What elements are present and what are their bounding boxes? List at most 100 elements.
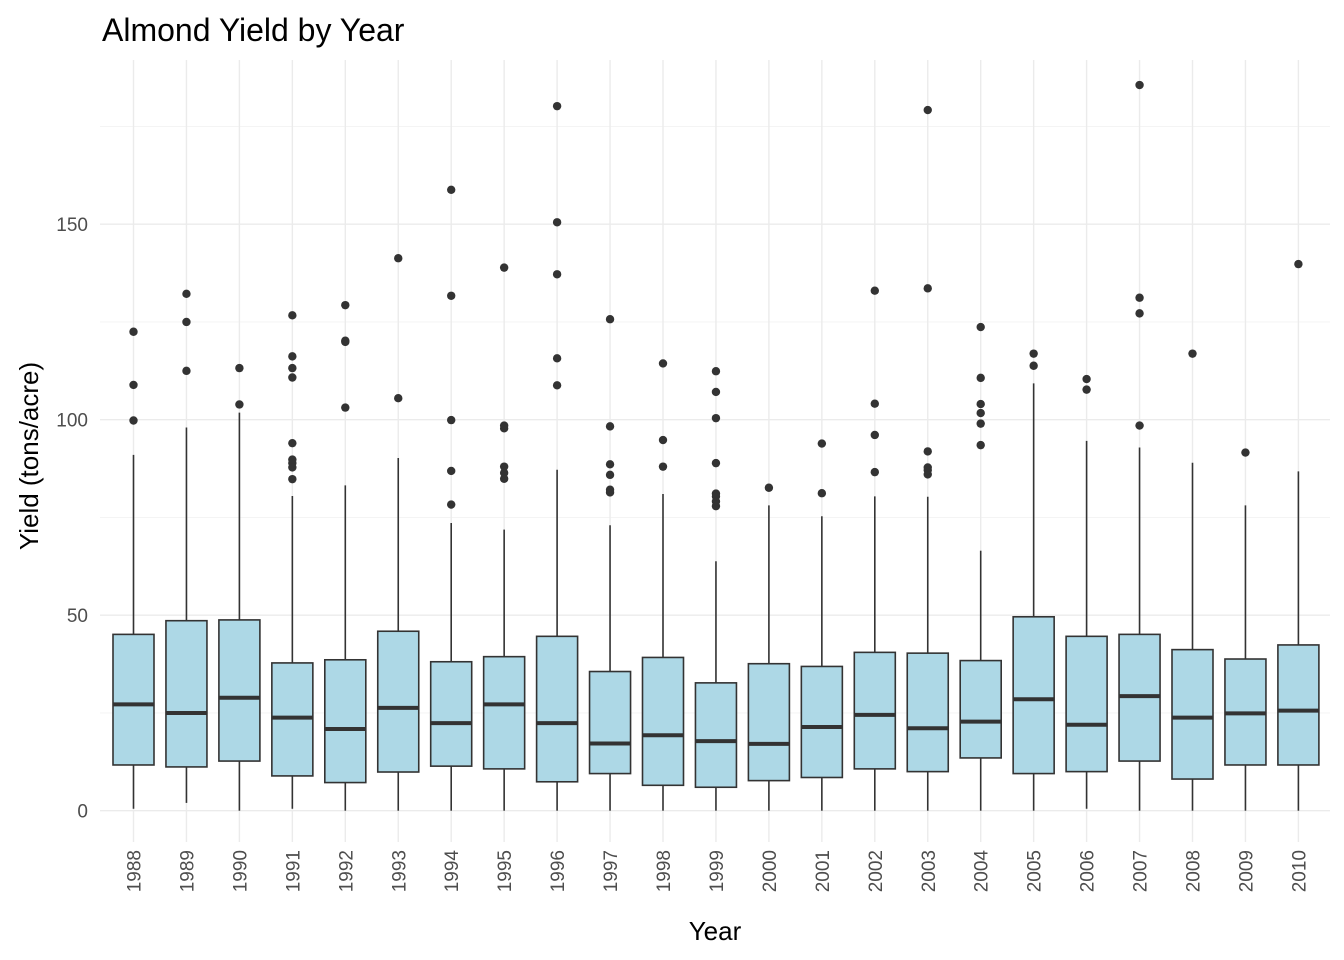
box-body bbox=[694, 682, 738, 789]
outlier-point bbox=[235, 363, 244, 373]
outlier-point bbox=[605, 485, 615, 494]
x-tick-label: 1999 bbox=[707, 850, 728, 892]
x-tick-label: 1994 bbox=[442, 850, 463, 893]
outlier-point bbox=[288, 455, 297, 464]
x-tick-label: 2005 bbox=[1025, 850, 1046, 892]
outlier-point bbox=[447, 415, 456, 425]
box-body bbox=[1171, 648, 1214, 780]
box-2004 bbox=[959, 322, 1003, 811]
outlier-point bbox=[976, 373, 985, 383]
outlier-point bbox=[499, 263, 509, 272]
outlier-point bbox=[499, 462, 509, 471]
box-body bbox=[376, 630, 420, 773]
box-2010 bbox=[1277, 259, 1320, 811]
outlier-point bbox=[129, 416, 138, 425]
x-tick-label: 2009 bbox=[1236, 850, 1257, 892]
box-1997 bbox=[588, 315, 632, 811]
outlier-point bbox=[1082, 385, 1091, 394]
outlier-point bbox=[870, 399, 879, 408]
outlier-point bbox=[447, 291, 456, 300]
outlier-point bbox=[499, 468, 509, 478]
x-tick-label: 1989 bbox=[177, 850, 198, 892]
box-2002 bbox=[853, 286, 897, 811]
outlier-point bbox=[341, 403, 350, 412]
outlier-point bbox=[870, 430, 879, 440]
x-axis-title: Year bbox=[689, 916, 742, 946]
outlier-point bbox=[341, 336, 350, 345]
outlier-point bbox=[711, 458, 721, 468]
outlier-point bbox=[288, 474, 297, 484]
box-1999 bbox=[694, 367, 738, 811]
box-body bbox=[482, 655, 526, 770]
box-body bbox=[800, 665, 844, 779]
box-1988 bbox=[112, 327, 155, 809]
box-2008 bbox=[1171, 349, 1214, 811]
box-body bbox=[535, 635, 579, 783]
x-tick-label: 1998 bbox=[654, 850, 675, 892]
outlier-point bbox=[976, 419, 985, 428]
x-tick-label: 1992 bbox=[336, 850, 357, 892]
outlier-point bbox=[1135, 80, 1144, 90]
outlier-point bbox=[870, 286, 879, 295]
outlier-point bbox=[923, 463, 932, 472]
outlier-point bbox=[605, 470, 615, 480]
outlier-point bbox=[605, 422, 615, 431]
outlier-point bbox=[499, 421, 509, 430]
box-2009 bbox=[1224, 448, 1267, 811]
outlier-point bbox=[288, 311, 297, 320]
box-body bbox=[1277, 644, 1320, 766]
box-1990 bbox=[218, 363, 261, 811]
outlier-point bbox=[976, 408, 985, 418]
box-body bbox=[1065, 635, 1108, 773]
outlier-point bbox=[288, 363, 297, 373]
x-tick-label: 2007 bbox=[1131, 850, 1152, 892]
box-1993 bbox=[376, 254, 420, 811]
box-body bbox=[218, 619, 261, 762]
box-body bbox=[853, 651, 897, 770]
box-body bbox=[165, 619, 208, 768]
outlier-point bbox=[447, 185, 456, 195]
outlier-point bbox=[129, 327, 138, 336]
outlier-point bbox=[1135, 293, 1144, 302]
outlier-point bbox=[552, 381, 562, 390]
chart-title: Almond Yield by Year bbox=[102, 12, 405, 48]
x-tick-label: 2008 bbox=[1184, 850, 1205, 892]
outlier-point bbox=[923, 105, 932, 115]
outlier-point bbox=[394, 394, 403, 403]
box-1995 bbox=[482, 263, 526, 811]
box-body bbox=[1012, 615, 1055, 775]
x-tick-label: 2004 bbox=[972, 850, 993, 893]
box-body bbox=[429, 660, 473, 767]
x-tick-label: 2000 bbox=[760, 850, 781, 892]
outlier-point bbox=[288, 438, 297, 448]
box-body bbox=[906, 652, 950, 773]
box-body bbox=[747, 662, 791, 782]
outlier-point bbox=[1135, 309, 1144, 318]
box-1989 bbox=[165, 289, 208, 803]
outlier-point bbox=[552, 270, 562, 279]
box-body bbox=[323, 658, 367, 784]
outlier-point bbox=[288, 373, 297, 382]
outlier-point bbox=[711, 387, 721, 397]
outlier-point bbox=[711, 489, 721, 498]
box-2003 bbox=[906, 105, 950, 811]
outlier-point bbox=[817, 439, 827, 448]
box-body bbox=[588, 670, 632, 775]
outlier-point bbox=[288, 352, 297, 361]
outlier-point bbox=[976, 399, 985, 409]
y-tick-label: 100 bbox=[56, 411, 88, 432]
x-tick-label: 2003 bbox=[919, 850, 940, 892]
outlier-point bbox=[1135, 421, 1144, 430]
outlier-point bbox=[182, 317, 191, 327]
outlier-point bbox=[447, 466, 456, 476]
box-2001 bbox=[800, 439, 844, 811]
x-tick-label: 1991 bbox=[283, 850, 304, 892]
y-axis-ticks: 0 50 100 150 bbox=[56, 215, 88, 822]
outlier-point bbox=[1029, 349, 1038, 358]
outlier-point bbox=[764, 483, 774, 492]
x-tick-label: 2002 bbox=[866, 850, 887, 892]
outlier-point bbox=[1188, 349, 1197, 358]
box-body bbox=[112, 633, 155, 766]
x-tick-label: 2010 bbox=[1289, 850, 1310, 892]
